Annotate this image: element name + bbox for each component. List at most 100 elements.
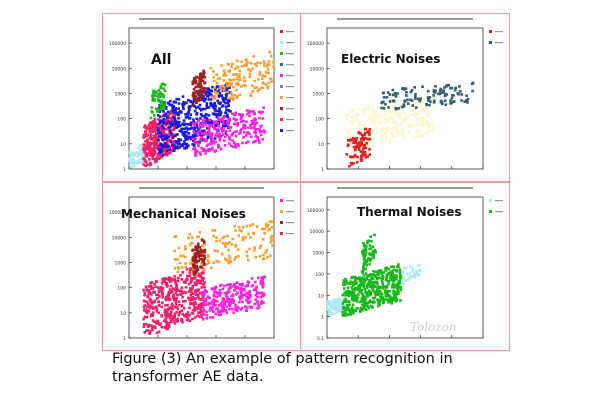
data-point <box>394 283 398 287</box>
data-point <box>247 68 250 71</box>
data-point <box>168 130 172 133</box>
data-point <box>145 126 148 130</box>
data-point <box>226 90 230 94</box>
data-point <box>453 88 457 92</box>
data-point <box>237 225 241 229</box>
data-point <box>418 134 422 138</box>
data-point <box>413 95 417 99</box>
data-point <box>263 64 266 68</box>
data-point <box>209 302 212 305</box>
data-point <box>342 307 345 311</box>
data-point <box>247 297 250 301</box>
data-point <box>192 257 196 261</box>
data-point <box>149 134 152 138</box>
data-point <box>346 286 350 289</box>
data-point <box>167 116 171 120</box>
data-point <box>256 302 260 306</box>
data-point <box>194 149 197 153</box>
data-point <box>191 94 195 97</box>
data-point <box>264 251 267 255</box>
data-point <box>202 308 206 312</box>
data-point <box>363 287 367 291</box>
data-point <box>189 137 192 141</box>
data-point <box>188 289 192 292</box>
chart-title-strip <box>139 18 264 20</box>
data-point <box>376 298 379 301</box>
data-point <box>258 73 262 76</box>
data-point <box>414 112 417 115</box>
data-point <box>224 244 227 248</box>
data-point <box>239 128 243 131</box>
data-point <box>414 106 418 109</box>
chart-title-strip <box>337 187 473 189</box>
data-point <box>242 119 245 123</box>
data-point <box>150 123 154 127</box>
data-point <box>185 274 189 278</box>
data-point <box>218 137 222 141</box>
data-point <box>172 320 176 324</box>
data-point <box>187 116 191 120</box>
data-point <box>357 112 360 116</box>
data-point <box>380 298 384 301</box>
data-point <box>187 236 190 240</box>
y-tick-label: 1000 <box>115 260 127 266</box>
data-point <box>214 123 217 127</box>
data-point <box>329 312 333 315</box>
data-point <box>198 123 202 127</box>
data-point <box>164 277 168 280</box>
data-point <box>362 299 366 302</box>
data-point <box>188 298 191 302</box>
data-point <box>241 127 245 130</box>
data-point <box>182 142 185 146</box>
data-point <box>264 71 268 74</box>
data-point <box>174 107 178 110</box>
data-point <box>212 301 216 304</box>
data-point <box>407 105 410 109</box>
data-point <box>217 124 221 128</box>
data-point <box>421 134 425 138</box>
data-point <box>344 304 347 307</box>
data-point <box>172 293 176 297</box>
data-point <box>250 119 254 123</box>
data-point <box>218 91 222 95</box>
data-point <box>178 129 182 133</box>
data-point <box>380 292 383 296</box>
data-point <box>148 297 151 301</box>
data-point <box>258 88 261 91</box>
data-point <box>223 302 227 306</box>
legend-marker <box>280 118 283 121</box>
data-point <box>175 283 179 287</box>
data-point <box>166 313 170 316</box>
data-point <box>153 90 157 93</box>
data-point <box>149 291 152 295</box>
data-point <box>391 93 395 97</box>
data-point <box>221 122 225 126</box>
data-point <box>146 305 150 308</box>
data-point <box>189 241 193 245</box>
data-point <box>252 288 256 292</box>
data-point <box>182 100 185 104</box>
data-point <box>269 54 273 58</box>
data-point <box>165 127 169 131</box>
data-point <box>362 241 365 245</box>
data-point <box>164 308 167 312</box>
data-point <box>193 148 197 151</box>
data-point <box>240 64 244 68</box>
y-tick-label: 1 <box>123 167 126 173</box>
data-point <box>177 117 180 120</box>
data-point <box>358 279 362 283</box>
data-point <box>348 290 351 293</box>
data-point <box>208 316 212 319</box>
data-point <box>454 86 458 90</box>
data-point <box>203 114 207 118</box>
data-point <box>198 230 202 234</box>
data-point <box>172 278 176 282</box>
data-point <box>143 150 146 154</box>
data-point <box>236 59 239 63</box>
data-point <box>202 71 206 74</box>
data-point <box>369 257 373 261</box>
data-point <box>379 120 383 124</box>
data-point <box>160 290 164 293</box>
series-cluster-3 <box>360 233 377 275</box>
